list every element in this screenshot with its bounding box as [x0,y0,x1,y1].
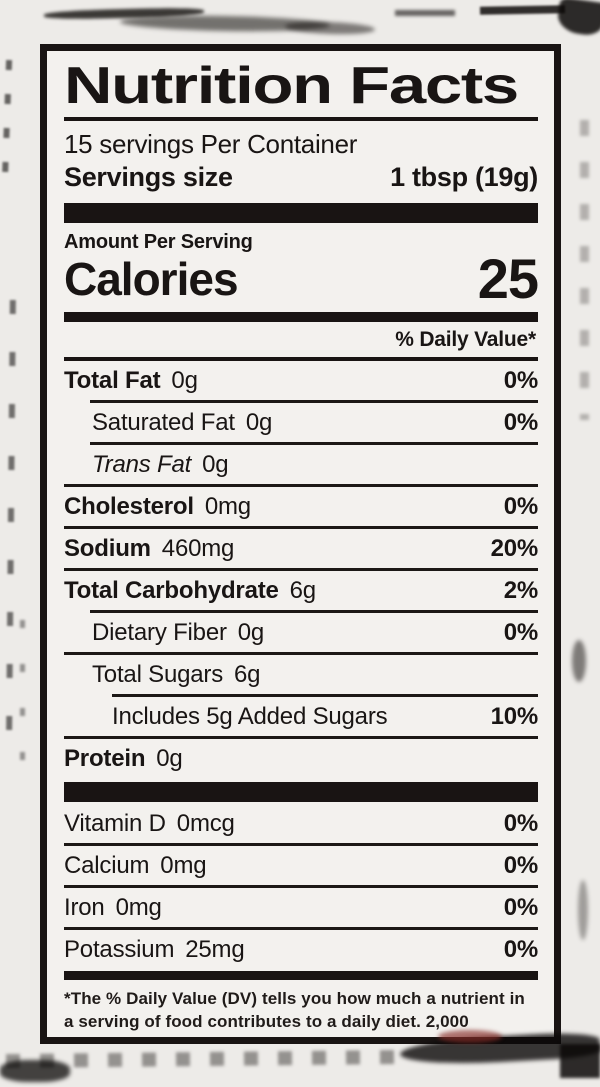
row-separator [64,526,538,529]
thick-divider-bar [64,782,538,802]
vitamin-row-calcium: Calcium 0mg 0% [64,846,538,885]
title-rule [64,117,538,121]
nutrient-name: Total Sugars [92,661,224,688]
nutrient-row-sodium: Sodium 460mg 20% [64,529,538,568]
nutrient-amount: 6g [234,661,261,688]
vitamin-amount: 25mg [185,936,245,963]
vitamin-amount: 0mcg [176,810,235,837]
nutrient-dv: 0% [503,493,538,520]
vitamin-amount: 0mg [115,894,162,921]
nutrient-name: Total Carbohydrate [64,577,279,604]
grunge-smudge [572,640,586,682]
nutrient-amount: 0g [237,619,265,646]
grunge-speckles [5,1049,407,1069]
panel-title: Nutrition Facts [64,57,519,115]
row-separator [90,442,538,445]
grunge-smudge [578,880,588,940]
vitamin-name: Iron [64,894,105,921]
grunge-smudge [119,14,331,33]
nutrient-dv: 20% [490,535,539,562]
grunge-speckles [6,299,16,731]
nutrient-dv: 0% [503,619,538,646]
grunge-smudge [43,6,205,21]
grunge-speckles [580,120,589,420]
vitamin-dv: 0% [503,852,538,879]
panel-title-wrap: Nutrition Facts [64,57,538,115]
nutrient-row-saturated-fat: Saturated Fat 0g 0% [64,403,538,442]
grunge-smudge [479,5,566,15]
vitamin-name: Calcium [64,852,150,879]
nutrient-name: Dietary Fiber [92,619,227,646]
nutrient-dv: 0% [503,409,538,436]
row-separator [112,694,538,697]
medium-divider-bar [64,971,538,980]
grunge-speckles [1,59,13,181]
nutrient-amount: 0g [202,451,229,478]
row-separator [64,652,538,655]
grunge-smudge [0,1060,70,1082]
nutrient-row-added-sugars: Includes 5g Added Sugars 10% [64,697,538,736]
row-separator [90,400,538,403]
daily-value-header: % Daily Value* [395,328,536,351]
vitamin-name: Potassium [64,936,175,963]
thick-divider-bar [64,203,538,223]
vitamin-row-vitamin-d: Vitamin D 0mcg 0% [64,804,538,843]
grunge-smudge [555,0,600,38]
vitamin-row-iron: Iron 0mg 0% [64,888,538,927]
nutrient-name: Trans Fat [92,451,192,478]
nutrient-dv: 10% [490,703,539,730]
grunge-smudge [395,10,455,16]
calories-value: 25 [477,247,539,310]
nutrient-row-total-carbohydrate: Total Carbohydrate 6g 2% [64,571,538,610]
vitamin-dv: 0% [503,936,538,963]
nutrient-amount: 0g [156,745,183,772]
daily-value-footnote: *The % Daily Value (DV) tells you how mu… [64,989,525,1037]
calories-row: Calories 25 [64,247,539,310]
nutrient-amount: 0mg [204,493,251,520]
vitamin-name: Vitamin D [64,810,166,837]
serving-size-value: 1 tbsp (19g) [390,162,538,192]
nutrient-amount: 0g [245,409,273,436]
vitamin-amount: 0mg [160,852,207,879]
nutrient-name: Saturated Fat [92,409,235,436]
row-separator [64,843,538,846]
serving-size-row: Servings size 1 tbsp (19g) [64,160,538,194]
nutrient-name: Protein [64,745,146,772]
nutrient-name: Cholesterol [64,493,194,520]
nutrient-row-total-fat: Total Fat 0g 0% [64,361,538,400]
nutrient-row-total-sugars: Total Sugars 6g [64,655,538,694]
nutrition-facts-panel: Nutrition Facts 15 servings Per Containe… [40,44,561,1044]
grunge-smudge [560,1044,600,1078]
servings-per-container: 15 servings Per Container [64,129,358,159]
nutrient-amount: 0g [171,367,198,394]
nutrient-row-dietary-fiber: Dietary Fiber 0g 0% [64,613,538,652]
nutrient-name: Total Fat [64,367,161,394]
nutrient-row-protein: Protein 0g [64,739,538,778]
medium-divider-bar [64,312,538,322]
row-separator [64,568,538,571]
nutrient-amount: 6g [289,577,316,604]
nutrient-name: Includes 5g Added Sugars [112,703,388,730]
row-separator [90,610,538,613]
amount-per-serving-label: Amount Per Serving [64,231,253,253]
row-separator [64,885,538,888]
vitamin-dv: 0% [503,810,538,837]
daily-value-rule [64,357,538,361]
vitamin-dv: 0% [503,894,538,921]
nutrient-dv: 0% [503,367,538,394]
nutrient-row-cholesterol: Cholesterol 0mg 0% [64,487,538,526]
nutrient-row-trans-fat: Trans Fat 0g [64,445,538,484]
grunge-smudge [284,20,376,36]
calories-label: Calories [64,253,239,305]
row-separator [64,927,538,930]
row-separator [64,736,538,739]
nutrient-amount: 460mg [161,535,235,562]
serving-size-label: Servings size [64,162,233,192]
row-separator [64,484,538,487]
nutrient-dv: 2% [503,577,538,604]
grunge-speckles [20,620,25,780]
vitamin-row-potassium: Potassium 25mg 0% [64,930,538,969]
nutrient-name: Sodium [64,535,151,562]
